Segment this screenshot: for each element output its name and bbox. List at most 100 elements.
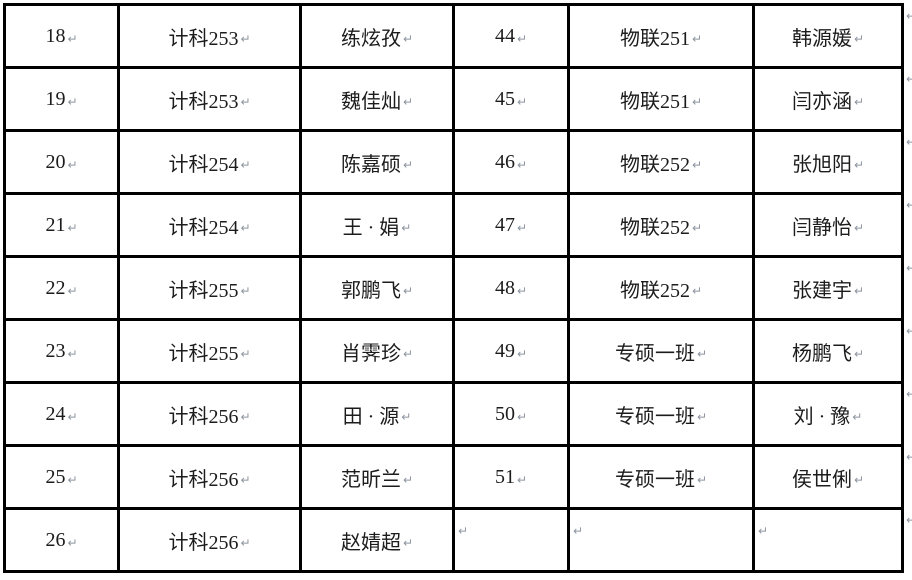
cell-text: 物联252 — [619, 279, 690, 302]
cell-class[interactable]: 计科254 ↵ — [120, 132, 299, 192]
cell-index[interactable]: 20 ↵ — [6, 132, 117, 192]
cell-class[interactable]: 物联252 ↵ — [570, 258, 752, 318]
cell-name[interactable]: 范昕兰 ↵ — [302, 447, 452, 507]
cell-text: 45 — [494, 87, 515, 110]
paragraph-mark-icon: ↵ — [402, 32, 414, 46]
cell-class[interactable]: 计科253 ↵ — [120, 69, 299, 129]
paragraph-mark-icon: ↵ — [240, 284, 251, 298]
cell-text: 物联252 — [619, 153, 690, 176]
paragraph-mark-icon: ↵ — [853, 221, 865, 235]
cell-class[interactable]: 计科254 ↵ — [120, 195, 299, 255]
cell-name[interactable]: 肖霁珍 ↵ — [302, 321, 452, 381]
paragraph-mark-icon: ↵ — [402, 536, 414, 550]
cell-name[interactable]: 刘 · 豫 ↵ — [755, 384, 901, 444]
paragraph-mark-icon: ↵ — [516, 473, 528, 487]
cell-text: 陈嘉硕 — [340, 153, 401, 176]
cell-text: 侯世俐 — [791, 468, 852, 491]
cell-index[interactable]: 50 ↵ — [455, 384, 567, 444]
cell-name[interactable]: 杨鹏飞 ↵ — [755, 321, 901, 381]
cell-class[interactable]: 专硕一班 ↵ — [570, 321, 752, 381]
cell-text: 47 — [494, 213, 515, 236]
cell-index[interactable]: 24 ↵ — [6, 384, 117, 444]
cell-index[interactable]: 25 ↵ — [6, 447, 117, 507]
paragraph-mark-icon: ↵ — [516, 158, 528, 172]
cell-name[interactable]: 张建宇 ↵ — [755, 258, 901, 318]
cell-text: 46 — [494, 150, 515, 173]
cell-name[interactable]: 闫静怡 ↵ — [755, 195, 901, 255]
end-of-row-mark-icon: ↵ — [906, 324, 912, 338]
cell-index[interactable]: 51 ↵ — [455, 447, 567, 507]
cell-name[interactable]: 练炫孜 ↵ — [302, 6, 452, 66]
paragraph-mark-icon: ↵ — [402, 284, 414, 298]
cell-class[interactable]: 专硕一班 ↵ — [570, 447, 752, 507]
cell-index[interactable]: 21 ↵ — [6, 195, 117, 255]
paragraph-mark-icon: ↵ — [853, 473, 865, 487]
cell-name[interactable]: 陈嘉硕 ↵ — [302, 132, 452, 192]
cell-text: 田 · 源 — [342, 405, 400, 428]
cell-index[interactable]: 45 ↵ — [455, 69, 567, 129]
cell-index[interactable]: 19 ↵ — [6, 69, 117, 129]
paragraph-mark-icon: ↵ — [67, 284, 78, 298]
cell-name[interactable]: ↵ — [755, 510, 901, 570]
cell-text: 专硕一班 — [614, 405, 695, 428]
end-of-row-mark-icon: ↵ — [906, 513, 912, 527]
cell-text: 计科256 — [168, 531, 239, 554]
cell-index[interactable]: 49 ↵ — [455, 321, 567, 381]
cell-text: 范昕兰 — [340, 468, 401, 491]
cell-name[interactable]: 闫亦涵 ↵ — [755, 69, 901, 129]
cell-index[interactable]: 46 ↵ — [455, 132, 567, 192]
cell-class[interactable]: ↵ — [570, 510, 752, 570]
paragraph-mark-icon: ↵ — [402, 347, 414, 361]
cell-text: 张旭阳 — [791, 153, 852, 176]
paragraph-mark-icon: ↵ — [402, 95, 414, 109]
cell-text: 50 — [494, 402, 515, 425]
cell-index[interactable]: 23 ↵ — [6, 321, 117, 381]
cell-index[interactable]: 18 ↵ — [6, 6, 117, 66]
cell-text: 赵婧超 — [340, 531, 401, 554]
paragraph-mark-icon: ↵ — [67, 221, 78, 235]
paragraph-mark-icon: ↵ — [67, 536, 78, 550]
cell-class[interactable]: 物联251 ↵ — [570, 6, 752, 66]
cell-text: 练炫孜 — [340, 27, 401, 50]
cell-index[interactable]: ↵ — [455, 510, 567, 570]
cell-class[interactable]: 专硕一班 ↵ — [570, 384, 752, 444]
cell-class[interactable]: 计科255 ↵ — [120, 258, 299, 318]
end-of-row-mark-icon: ↵ — [906, 72, 912, 86]
cell-index[interactable]: 22 ↵ — [6, 258, 117, 318]
cell-class[interactable]: 计科253 ↵ — [120, 6, 299, 66]
cell-name[interactable]: 王 · 娟 ↵ — [302, 195, 452, 255]
paragraph-mark-icon: ↵ — [240, 536, 251, 550]
cell-name[interactable]: 韩源媛 ↵ — [755, 6, 901, 66]
paragraph-mark-icon: ↵ — [853, 158, 865, 172]
cell-class[interactable]: 计科256 ↵ — [120, 384, 299, 444]
cell-name[interactable]: 郭鹏飞 ↵ — [302, 258, 452, 318]
cell-class[interactable]: 计科256 ↵ — [120, 510, 299, 570]
cell-name[interactable]: 田 · 源 ↵ — [302, 384, 452, 444]
paragraph-mark-icon: ↵ — [67, 95, 78, 109]
cell-class[interactable]: 物联252 ↵ — [570, 132, 752, 192]
paragraph-mark-icon: ↵ — [758, 524, 769, 538]
cell-class[interactable]: 计科256 ↵ — [120, 447, 299, 507]
cell-text: 王 · 娟 — [342, 216, 400, 239]
paragraph-mark-icon: ↵ — [240, 158, 251, 172]
paragraph-mark-icon: ↵ — [696, 410, 708, 424]
cell-name[interactable]: 魏佳灿 ↵ — [302, 69, 452, 129]
paragraph-mark-icon: ↵ — [691, 284, 703, 298]
cell-index[interactable]: 47 ↵ — [455, 195, 567, 255]
paragraph-mark-icon: ↵ — [516, 95, 528, 109]
cell-index[interactable]: 48 ↵ — [455, 258, 567, 318]
roster-table: 18 ↵ 计科253 ↵ 练炫孜 ↵ 44 ↵ 物联251 ↵ 韩源媛 ↵ 19 ↵ 计科253 ↵ 魏佳灿 ↵ 4… — [3, 3, 904, 573]
cell-class[interactable]: 物联251 ↵ — [570, 69, 752, 129]
cell-text: 计科255 — [168, 279, 239, 302]
cell-class[interactable]: 物联252 ↵ — [570, 195, 752, 255]
cell-name[interactable]: 侯世俐 ↵ — [755, 447, 901, 507]
cell-name[interactable]: 赵婧超 ↵ — [302, 510, 452, 570]
paragraph-mark-icon: ↵ — [240, 95, 251, 109]
cell-index[interactable]: 26 ↵ — [6, 510, 117, 570]
paragraph-mark-icon: ↵ — [67, 158, 78, 172]
cell-name[interactable]: 张旭阳 ↵ — [755, 132, 901, 192]
cell-class[interactable]: 计科255 ↵ — [120, 321, 299, 381]
cell-index[interactable]: 44 ↵ — [455, 6, 567, 66]
cell-text: 20 — [45, 150, 66, 173]
